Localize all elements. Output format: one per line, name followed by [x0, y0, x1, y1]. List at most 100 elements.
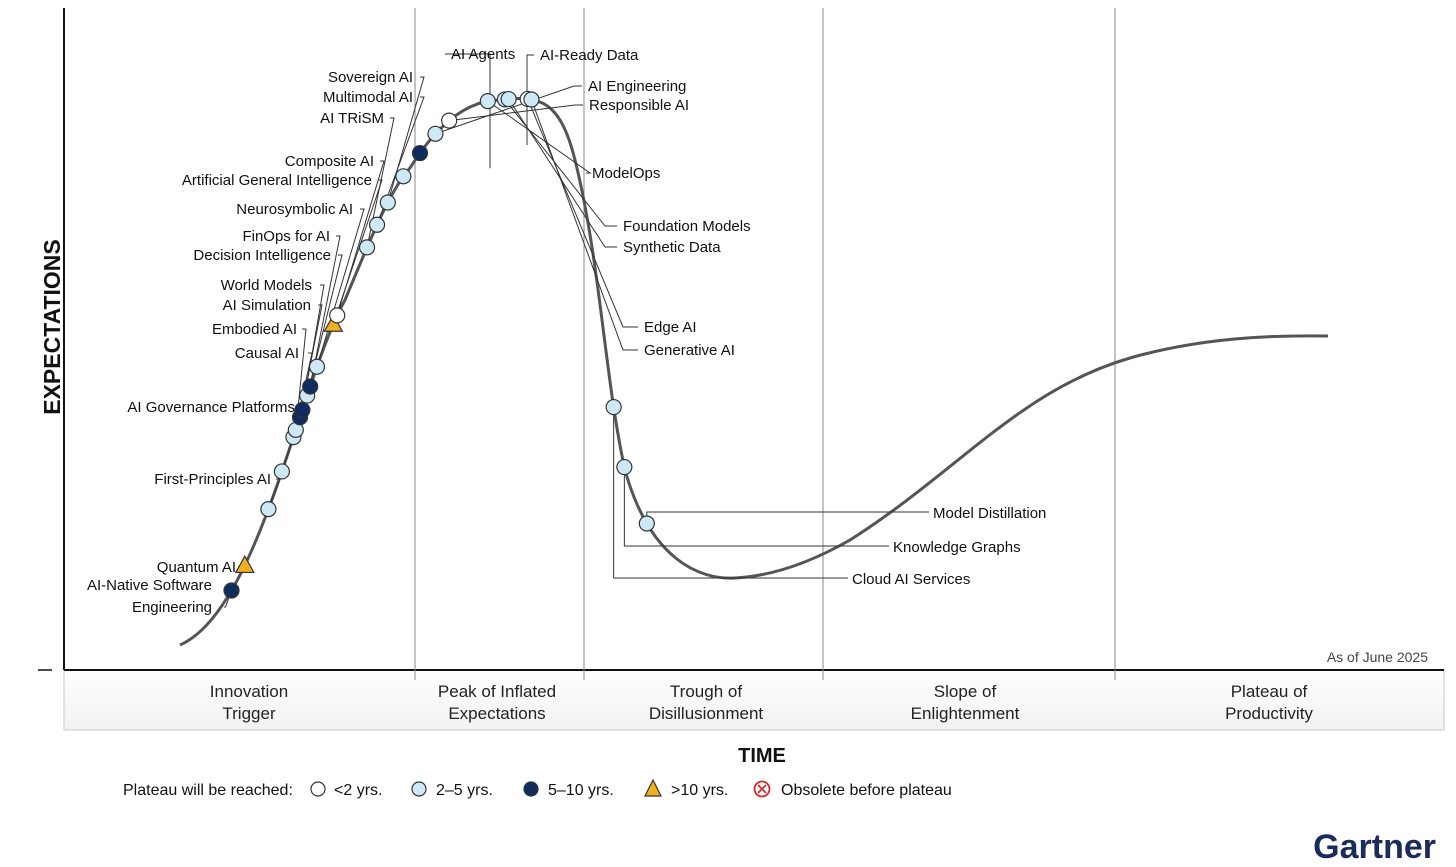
tech-neurosymbolic-ai: Neurosymbolic AI	[236, 201, 365, 375]
tech-ai-agents: AI Agents	[395, 46, 515, 185]
tech-label: World Models	[221, 277, 312, 294]
tech-first-principles-ai: First-Principles AI	[154, 471, 281, 518]
leader-line	[336, 160, 385, 316]
phase-label-peak-1: Peak of Inflated	[438, 682, 556, 701]
tech-ai-trism: AI TRiSM	[320, 110, 395, 256]
marker-2to5	[638, 515, 655, 532]
tech-label: AI Agents	[451, 46, 515, 63]
leader-line	[530, 99, 638, 351]
tech-quantum-ai: Quantum AI	[157, 555, 255, 576]
phase-labels: Innovation Trigger Peak of Inflated Expe…	[210, 682, 1314, 723]
marker-2to5	[616, 458, 633, 476]
tech-label: Neurosymbolic AI	[236, 201, 353, 218]
tech-label: Multimodal AI	[323, 89, 413, 106]
leader-line	[387, 76, 425, 203]
tech-label: AI Simulation	[223, 297, 311, 314]
tech-label: Causal AI	[235, 345, 299, 362]
marker-5to10	[411, 144, 429, 162]
legend-label-lt2: <2 yrs.	[334, 782, 382, 799]
marker-5to10	[294, 401, 311, 419]
leader-line	[306, 254, 343, 396]
leader-line	[376, 96, 425, 225]
legend: Plateau will be reached: <2 yrs. 2–5 yrs…	[123, 778, 952, 799]
tech-label: Foundation Models	[623, 218, 751, 235]
marker-5to10	[223, 582, 240, 599]
tech-label: Artificial General Intelligence	[182, 172, 372, 189]
phase-label-peak-2: Expectations	[448, 704, 545, 723]
marker-2to5	[395, 168, 412, 185]
leader-line	[526, 54, 534, 146]
tech-label: Quantum AI	[157, 559, 236, 576]
phase-dividers	[414, 8, 1116, 680]
tech-knowledge-graphs: Knowledge Graphs	[616, 458, 1021, 556]
tech-ai-engineering: AI Engineering	[427, 78, 686, 142]
phase-label-slope-2: Enlightenment	[911, 704, 1020, 723]
marker-2to5	[308, 358, 326, 375]
leader-line	[623, 475, 889, 547]
tech-model-distillation: Model Distillation	[638, 505, 1046, 532]
obsolete-cross	[757, 784, 767, 794]
marker-2to5	[427, 125, 444, 142]
marker-lt2	[441, 112, 458, 129]
marker-2to5	[368, 216, 386, 233]
tech-responsible-ai: Responsible AI	[441, 97, 689, 129]
marker-2to5	[358, 239, 376, 256]
tech-label: AI Governance Platforms	[127, 399, 295, 416]
marker-2to5	[260, 500, 277, 518]
leader-line	[613, 415, 848, 579]
tech-finops-for-ai: FinOps for AI	[242, 228, 341, 395]
tech-label: FinOps for AI	[242, 228, 330, 245]
technology-markers: AI-Native Software Engineering Quantum AI F…	[87, 46, 1046, 616]
phase-label-trough-1: Trough of	[670, 682, 742, 701]
phase-label-innovation-trigger-1: Innovation	[210, 682, 288, 701]
leader-line	[508, 98, 617, 248]
leader-line	[435, 85, 582, 135]
phase-label-slope-1: Slope of	[934, 682, 997, 701]
legend-label-gt10: >10 yrs.	[671, 782, 728, 799]
tech-label: AI Engineering	[588, 78, 686, 95]
marker-2to5	[479, 93, 496, 110]
tech-label: Generative AI	[644, 342, 735, 359]
tech-ai-native-software: AI-Native Software Engineering	[87, 577, 240, 616]
legend-marker-5to10	[523, 781, 539, 797]
tech-label: Model Distillation	[933, 505, 1046, 522]
tech-multimodal-ai: Multimodal AI	[323, 89, 425, 233]
marker-2to5	[500, 90, 517, 108]
as-of-label: As of June 2025	[1327, 649, 1428, 665]
tech-ai-governance-platforms: AI Governance Platforms	[127, 399, 305, 480]
leader-line	[449, 104, 583, 122]
tech-label: AI TRiSM	[320, 110, 384, 127]
phase-label-trough-2: Disillusionment	[649, 704, 764, 723]
tech-label-line2: Engineering	[132, 599, 212, 616]
leader-line	[445, 53, 491, 169]
tech-generative-ai: Generative AI	[523, 91, 735, 359]
marker-2to5	[379, 194, 396, 211]
tech-label: Composite AI	[285, 153, 374, 170]
tech-label: Knowledge Graphs	[893, 539, 1021, 556]
tech-composite-ai: Composite AI	[285, 153, 385, 324]
tech-label: ModelOps	[592, 165, 660, 182]
marker-2to5	[523, 91, 540, 108]
phase-label-innovation-trigger-2: Trigger	[222, 704, 276, 723]
hype-curve	[179, 97, 1329, 647]
tech-label: Synthetic Data	[623, 239, 721, 256]
legend-marker-lt2	[310, 781, 326, 797]
tech-sovereign-ai: Sovereign AI	[328, 69, 425, 211]
tech-label: AI-Native Software	[87, 577, 212, 594]
tech-synthetic-data: Synthetic Data	[500, 90, 721, 256]
legend-marker-obsolete-icon	[753, 780, 771, 798]
tech-label: Cloud AI Services	[852, 571, 970, 588]
legend-marker-gt10	[644, 778, 662, 797]
marker-2to5	[273, 463, 290, 480]
y-axis-label: EXPECTATIONS	[39, 239, 65, 415]
marker-gt10	[234, 555, 255, 574]
tech-label: Sovereign AI	[328, 69, 413, 86]
legend-title: Plateau will be reached:	[123, 782, 293, 799]
marker-2to5	[605, 398, 622, 416]
tech-label: Decision Intelligence	[193, 247, 331, 264]
tech-label: Embodied AI	[212, 321, 297, 338]
tech-label: Responsible AI	[589, 97, 689, 114]
legend-marker-2to5	[411, 781, 427, 797]
x-axis-label: TIME	[738, 745, 786, 767]
